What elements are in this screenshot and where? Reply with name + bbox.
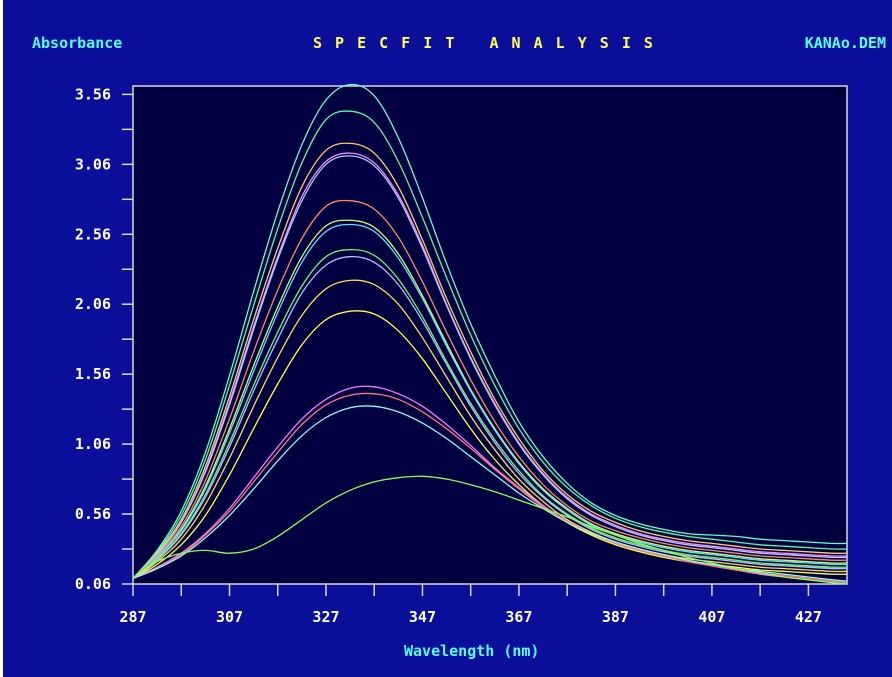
left-border xyxy=(0,0,3,677)
x-tick-label: 387 xyxy=(602,608,629,626)
spectrum-line-12 xyxy=(132,310,848,579)
spectrum-line-16 xyxy=(132,475,848,585)
x-tick-label: 347 xyxy=(409,608,436,626)
y-tick-label: 1.56 xyxy=(75,365,111,383)
y-tick-label: 3.56 xyxy=(75,85,111,103)
x-tick-label: 367 xyxy=(505,608,532,626)
y-axis-label: Absorbance xyxy=(32,34,123,52)
series-group xyxy=(132,83,848,585)
plot-area xyxy=(132,85,848,585)
spectrum-line-3 xyxy=(132,142,848,579)
y-tick-label: 0.06 xyxy=(75,575,111,593)
x-axis-label: Wavelength (nm) xyxy=(404,642,540,660)
spectrum-line-5 xyxy=(132,155,848,579)
spectrum-line-10 xyxy=(132,255,848,579)
y-tick-label: 2.06 xyxy=(75,295,111,313)
y-tick-label: 1.06 xyxy=(75,435,111,453)
x-tick-label: 327 xyxy=(312,608,339,626)
spectrum-line-7 xyxy=(132,219,848,579)
x-tick-label: 427 xyxy=(795,608,822,626)
spectrum-line-9 xyxy=(132,249,848,579)
spectrum-line-14 xyxy=(132,392,848,584)
spectrum-line-1 xyxy=(132,83,848,579)
y-tick-label: 0.56 xyxy=(75,505,111,523)
axis-tick-labels: 0.06 0.56 1.06 1.56 2.06 2.56 3.06 3.56 287 307 32… xyxy=(75,85,822,626)
x-tick-label: 407 xyxy=(698,608,725,626)
spectrum-line-4 xyxy=(132,152,848,579)
y-tick-label: 2.56 xyxy=(75,225,111,243)
x-tick-label: 287 xyxy=(119,608,146,626)
chart-title: S P E C F I T A N A L Y S I S xyxy=(313,34,655,52)
file-name: KANAo.DEM xyxy=(804,34,886,52)
x-tick-label: 307 xyxy=(216,608,243,626)
spectrum-line-6 xyxy=(132,199,848,579)
spectrum-line-8 xyxy=(132,223,848,579)
y-tick-label: 3.06 xyxy=(75,155,111,173)
spectrum-line-11 xyxy=(132,279,848,579)
spectrum-line-2 xyxy=(132,110,848,579)
axis-ticks xyxy=(122,93,810,596)
